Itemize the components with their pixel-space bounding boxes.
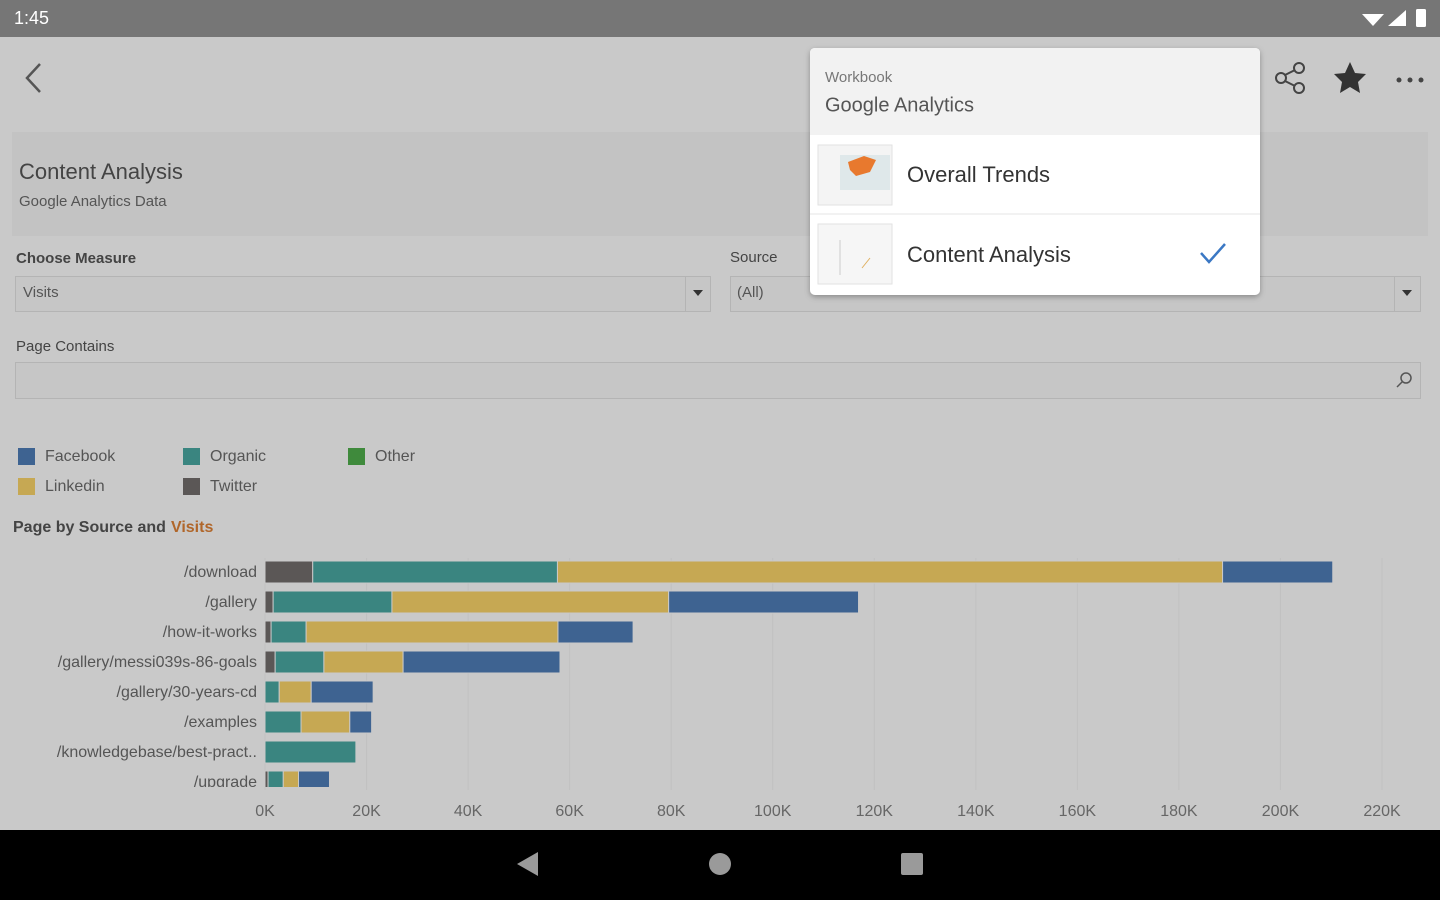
popup-header [810,48,1260,135]
filter-label: Choose Measure [16,250,136,267]
more-button[interactable] [1396,77,1424,83]
nav-recents[interactable] [901,853,923,875]
bar-segment [402,650,561,674]
bar-segment [264,620,272,644]
bar-segment [264,560,314,584]
bar-segment [305,620,559,644]
bar-segment [264,710,302,734]
x-tick-label: 180K [1160,803,1198,820]
x-tick-label: 200K [1262,803,1300,820]
chart: Twitter Organic Linkedin Facebook Other Page … [13,448,1401,820]
thumbnail-shape [848,156,876,176]
bar-segment [272,590,393,614]
legend-label: Linkedin [45,478,105,495]
battery-icon [1416,9,1426,27]
legend-label: Other [375,448,416,465]
selected-check [1200,243,1226,264]
bar-segment [323,650,404,674]
legend-label: Facebook [45,448,116,465]
bar-segment [312,560,558,584]
dropdown-value: Visits [23,284,59,301]
y-category-label: /examples [184,714,257,731]
bar-segment [298,770,330,787]
bar-segment [270,620,307,644]
bar-segment [300,710,351,734]
signal-icon [1388,10,1406,26]
y-category-label: /knowledgebase/best-pract.. [57,744,257,761]
y-category-label: /gallery/30-years-cd [117,684,258,701]
chart-title: Page by Source and Visits [13,519,213,536]
x-tick-label: 60K [555,803,584,820]
x-tick-label: 40K [454,803,483,820]
popup-item-label: Content Analysis [907,242,1071,267]
page-search-input[interactable] [15,362,1421,399]
bar-segment [310,680,374,704]
bar-segment [1222,560,1334,584]
popup-header-label: Workbook [825,69,893,86]
x-tick-label: 80K [657,803,686,820]
dashboard-subtitle: Google Analytics Data [19,193,167,210]
bar-segment [349,710,373,734]
filter-label: Source [730,249,778,266]
dashboard-title: Content Analysis [19,159,183,184]
thumbnail-shape [861,257,871,269]
x-tick-label: 20K [352,803,381,820]
popup-workbook-name: Google Analytics [825,94,974,116]
search-icon [1396,372,1412,388]
workbook-popup: Workbook Google Analytics Overall Trends… [810,48,1260,295]
popup-item[interactable]: Content Analysis [817,223,1226,285]
bar-segment [557,620,634,644]
bar-rows: /download/gallery/how-it-works/gallery/m… [57,560,1334,791]
x-tick-label: 0K [255,803,275,820]
popup-item[interactable]: Overall Trends [817,144,1050,206]
legend-swatch [348,448,365,465]
legend-swatch [18,478,35,495]
x-tick-label: 100K [754,803,792,820]
x-tick-label: 160K [1059,803,1097,820]
bar-segment [274,650,325,674]
bar-segment [264,650,276,674]
dropdown-value: (All) [737,284,764,301]
status-bar [0,0,1440,37]
legend-swatch [183,478,200,495]
favorite-button[interactable] [1334,62,1366,93]
x-tick-label: 140K [957,803,995,820]
popup-item-label: Overall Trends [907,162,1050,187]
y-category-label: /how-it-works [163,624,257,641]
x-tick-label: 220K [1363,803,1401,820]
y-category-label: /download [184,564,257,581]
wifi-icon [1362,14,1384,26]
legend-swatch [18,448,35,465]
bar-segment [556,560,1224,584]
bar-segment [278,680,312,704]
measure-dropdown[interactable] [15,276,711,312]
share-button[interactable] [1275,62,1305,94]
x-tick-label: 120K [856,803,894,820]
y-category-label: /gallery/messi039s-86-goals [58,654,257,671]
status-time: 1:45 [14,8,49,28]
bar-segment [668,590,860,614]
bar-segment [264,740,357,764]
legend-label: Twitter [210,478,258,495]
dropdown-arrow [1402,290,1412,296]
dropdown-arrow [693,290,703,296]
chart-title-measure: Visits [171,519,214,536]
back-button[interactable] [25,63,41,93]
chart-title-text: Page by Source and [13,519,166,536]
bar-segment [391,590,670,614]
nav-home[interactable] [709,853,731,875]
thumbnail [817,223,893,285]
bar-segment [264,680,280,704]
bar-segment [264,590,274,614]
legend-label: Organic [210,448,266,465]
legend-swatch [183,448,200,465]
nav-back[interactable] [517,852,538,876]
y-category-label: /gallery [205,594,257,611]
y-category-label: /upgrade [194,774,257,791]
filter-label: Page Contains [16,338,114,355]
